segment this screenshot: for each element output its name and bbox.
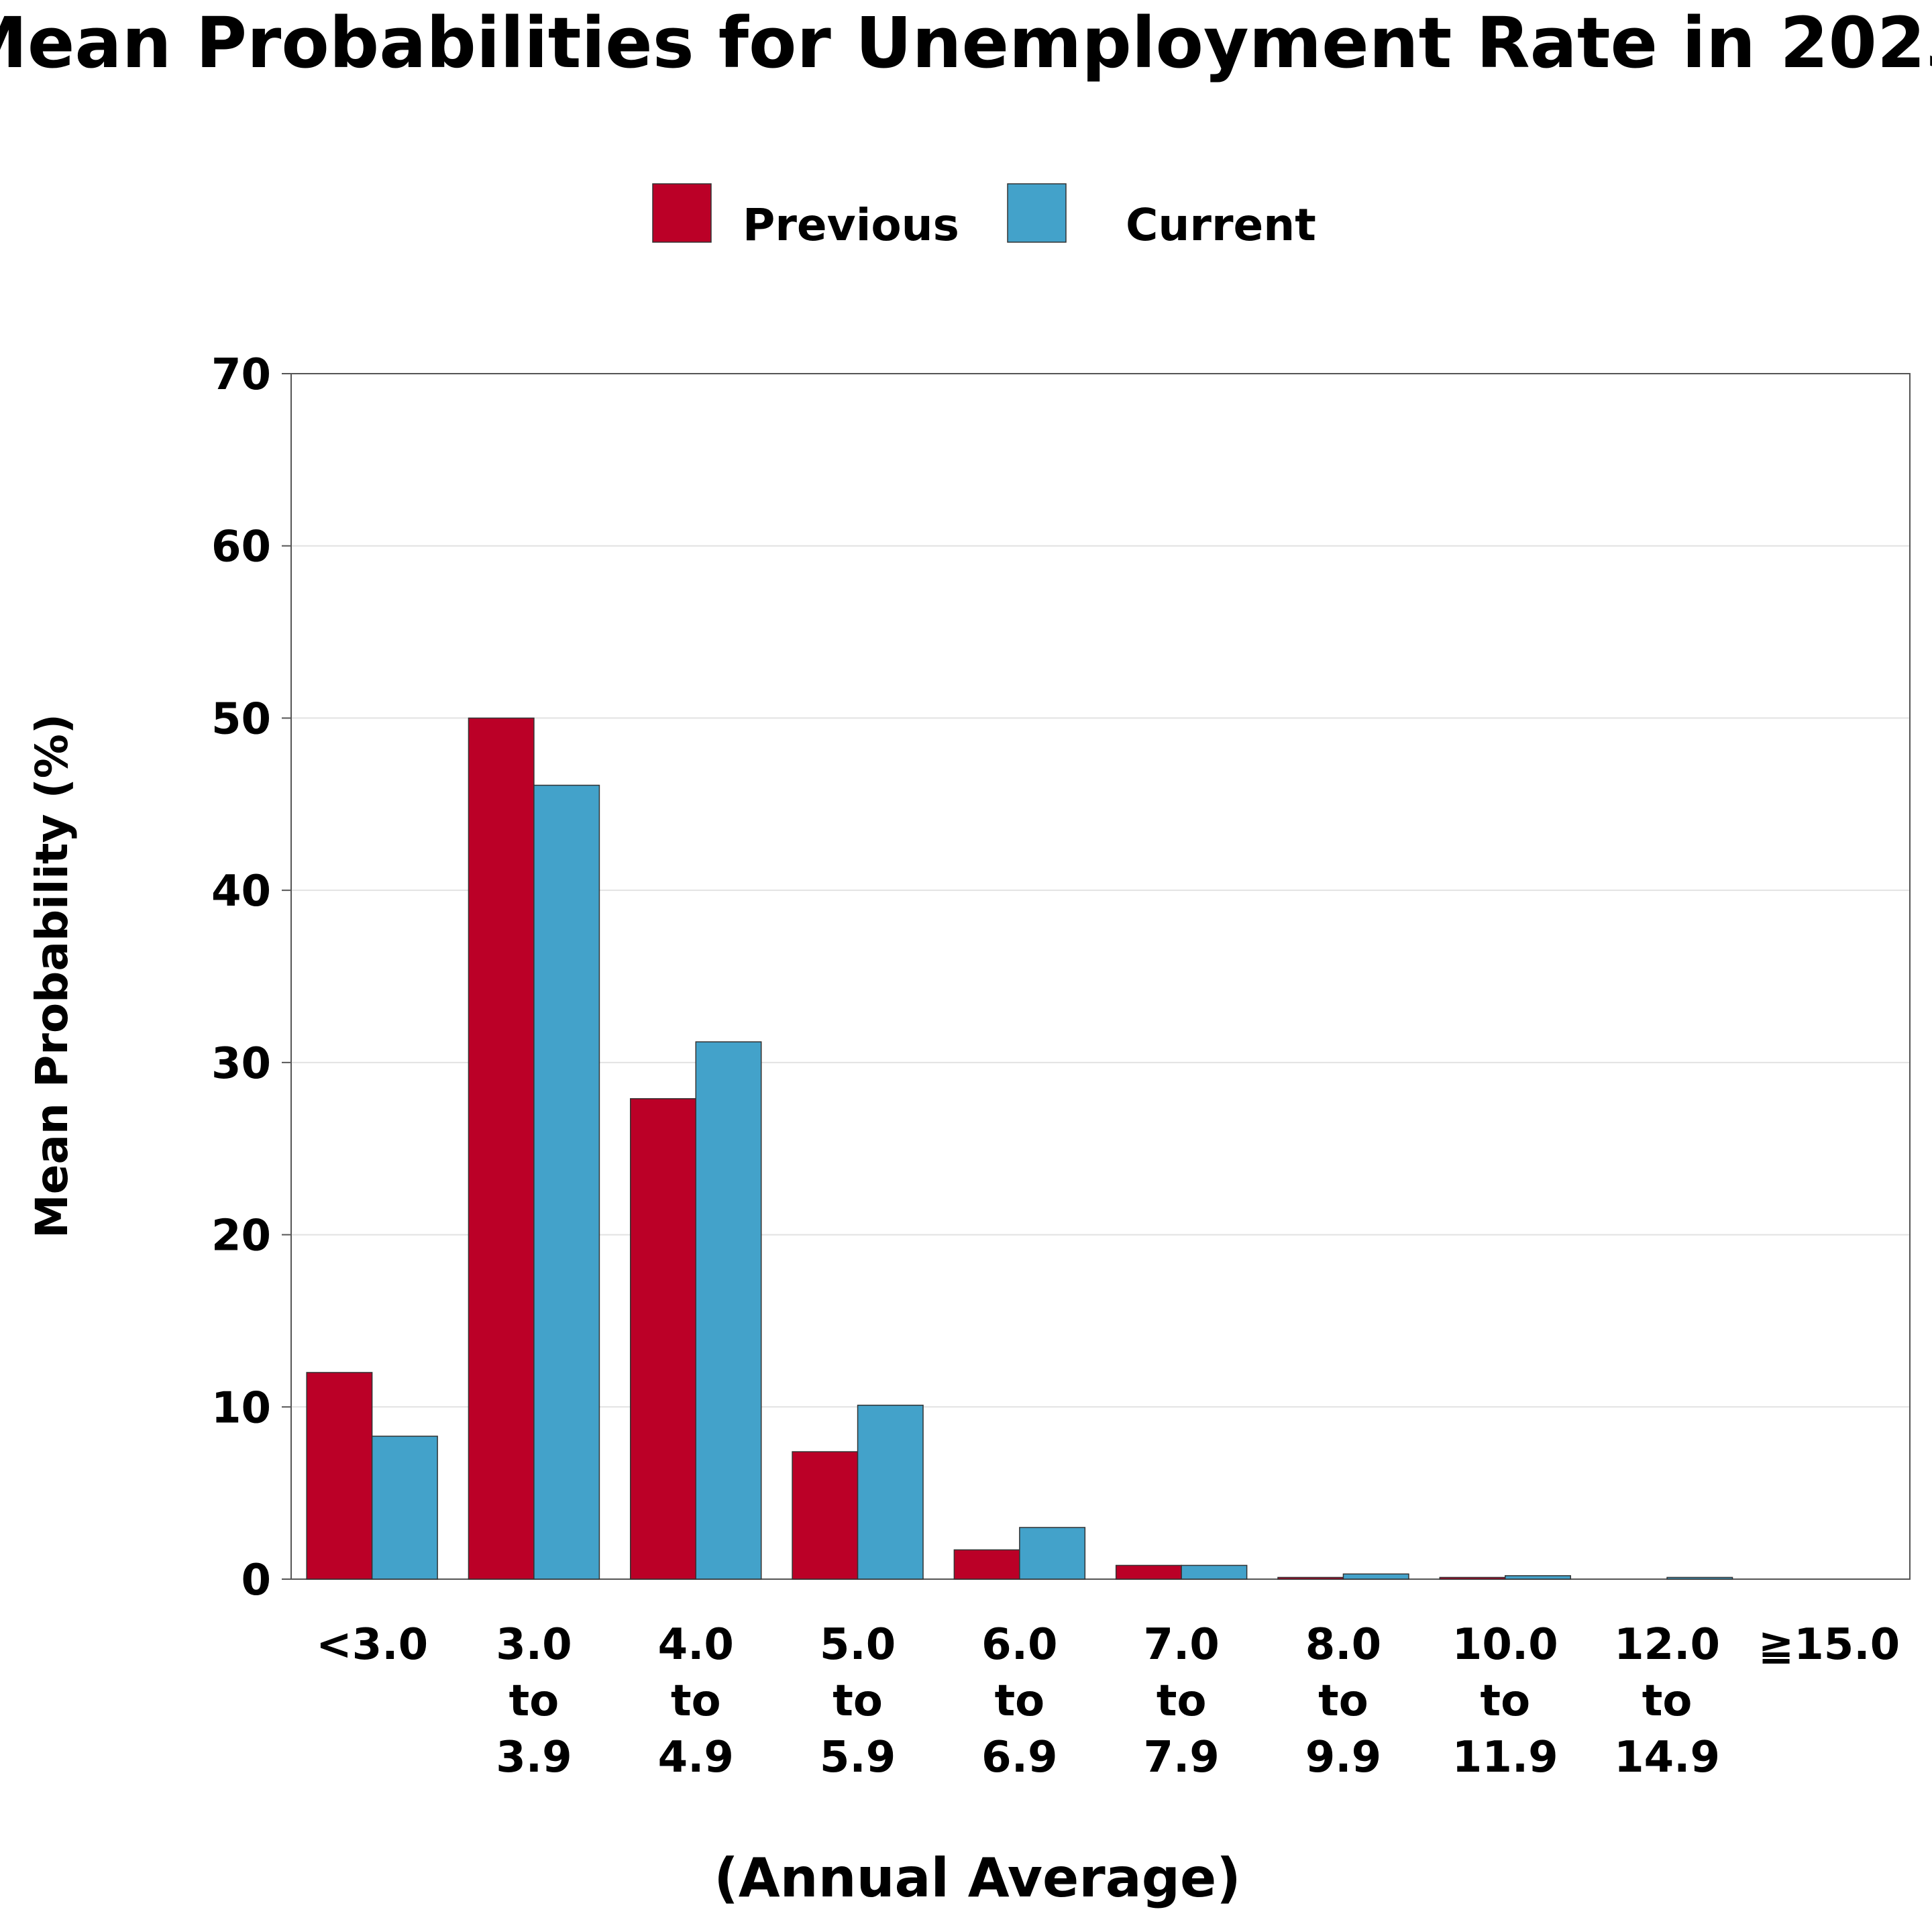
chart-title: Mean Probabilities for Unemployment Rate… <box>0 2 1932 84</box>
x-tick-label: <3.0 <box>316 1620 428 1670</box>
bar-current-4 <box>1019 1527 1086 1580</box>
y-tick-label: 30 <box>211 1039 271 1089</box>
bar-current-1 <box>533 784 600 1580</box>
bar-current-2 <box>695 1041 762 1580</box>
legend: Previous Current <box>652 183 1316 251</box>
x-tick-label: 3.0 to 3.9 <box>496 1620 572 1782</box>
x-tick-label: 5.0 to 5.9 <box>820 1620 896 1782</box>
x-tick-label: 7.0 to 7.9 <box>1143 1620 1219 1782</box>
bar-previous-3 <box>792 1451 859 1580</box>
bar-previous-4 <box>953 1549 1020 1580</box>
x-axis-label: (Annual Average) <box>714 1847 1241 1909</box>
bar-previous-0 <box>306 1372 373 1580</box>
plot-frame <box>290 373 1911 1580</box>
y-tick-label: 50 <box>211 694 271 744</box>
legend-swatch-previous <box>652 183 712 243</box>
bar-current-5 <box>1181 1564 1248 1580</box>
x-tick-label: 4.0 to 4.9 <box>658 1620 734 1782</box>
bar-previous-5 <box>1115 1564 1182 1580</box>
legend-swatch-current <box>1007 183 1067 243</box>
x-tick-label: 8.0 to 9.9 <box>1305 1620 1381 1782</box>
x-tick-label: 12.0 to 14.9 <box>1614 1620 1720 1782</box>
legend-label-previous: Previous <box>743 199 959 251</box>
bar-previous-6 <box>1277 1576 1344 1580</box>
y-tick-label: 10 <box>211 1383 271 1433</box>
x-axis: <3.0 3.0 to 3.9 4.0 to 4.9 5.0 to 5.9 6.0 to 6.9 7.0 t… <box>316 1620 1900 1782</box>
x-tick-label: 10.0 to 11.9 <box>1452 1620 1558 1782</box>
bar-current-6 <box>1342 1573 1409 1580</box>
bar-previous-1 <box>468 717 535 1580</box>
bar-current-8 <box>1666 1576 1733 1580</box>
y-tick-label: 0 <box>241 1556 271 1605</box>
y-axis: 0 10 20 30 40 50 60 70 <box>211 350 291 1605</box>
bar-current-3 <box>857 1404 924 1580</box>
bar-previous-7 <box>1439 1576 1506 1580</box>
bar-previous-2 <box>630 1098 696 1580</box>
y-tick-label: 70 <box>211 350 271 400</box>
legend-label-current: Current <box>1126 199 1316 251</box>
bars <box>306 717 1733 1580</box>
bar-current-7 <box>1505 1575 1571 1580</box>
x-tick-label: 6.0 to 6.9 <box>981 1620 1057 1782</box>
y-tick-label: 40 <box>211 867 271 916</box>
x-tick-label: ≧15.0 <box>1758 1620 1900 1670</box>
y-tick-label: 20 <box>211 1212 271 1261</box>
bar-current-0 <box>371 1436 438 1580</box>
y-axis-label: Mean Probability (%) <box>26 714 78 1238</box>
y-tick-label: 60 <box>211 523 271 572</box>
